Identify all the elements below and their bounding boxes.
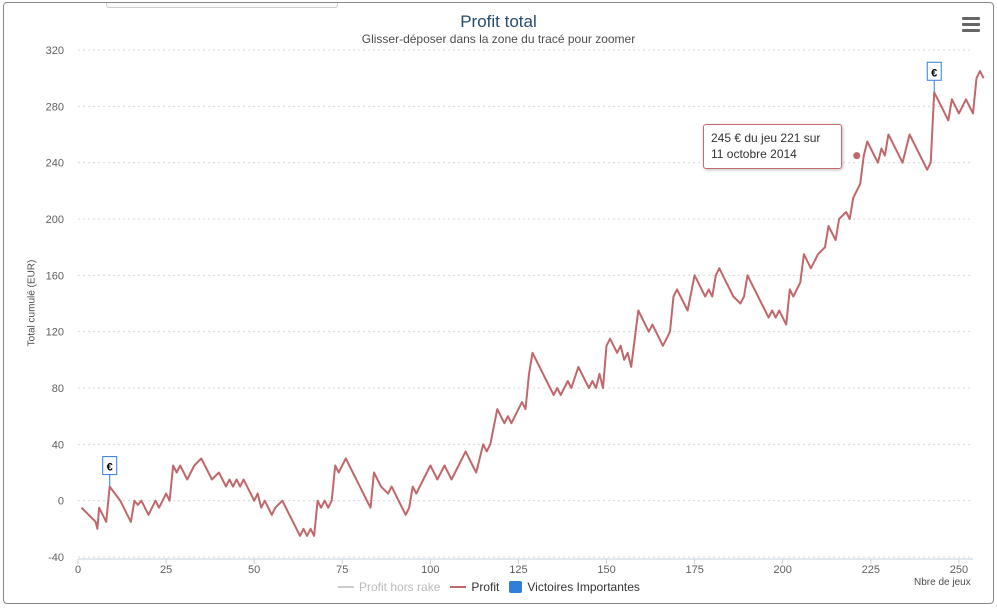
x-tick-label: 225 bbox=[862, 564, 880, 576]
legend: Profit hors rake Profit Victoires Import… bbox=[338, 580, 650, 594]
legend-item-profit-hors-rake[interactable]: Profit hors rake bbox=[338, 580, 440, 594]
x-tick-label: 25 bbox=[160, 564, 172, 576]
x-tick-label: 0 bbox=[75, 564, 81, 576]
tooltip-line-1: 245 € du jeu 221 sur bbox=[711, 131, 821, 145]
x-tick-label: 175 bbox=[685, 564, 703, 576]
y-tick-label: 120 bbox=[46, 327, 64, 339]
y-axis-label: Total cumulé (EUR) bbox=[26, 259, 38, 347]
chart-container bbox=[3, 2, 994, 604]
y-tick-label: 320 bbox=[46, 45, 64, 57]
legend-label: Profit bbox=[471, 580, 500, 594]
axes: -40 0 40 80 120 160 200 240 280 320 0 25 50 75 100 125 1… bbox=[46, 45, 973, 576]
legend-item-profit[interactable]: Profit bbox=[450, 580, 499, 594]
legend-label: Victoires Importantes bbox=[527, 580, 640, 594]
y-tick-label: 40 bbox=[52, 439, 64, 451]
tooltip-line-2: 11 octobre 2014 bbox=[711, 147, 797, 161]
y-tick-label: 240 bbox=[46, 158, 64, 170]
x-axis-label: Nbre de jeux bbox=[914, 577, 971, 588]
top-tab-edge bbox=[106, 3, 338, 8]
x-tick-label: 50 bbox=[248, 564, 260, 576]
legend-item-victoires-importantes[interactable]: Victoires Importantes bbox=[509, 580, 640, 594]
legend-line-swatch bbox=[338, 586, 354, 588]
tooltip: 245 € du jeu 221 sur 11 octobre 2014 bbox=[703, 124, 842, 169]
y-tick-label: 0 bbox=[58, 496, 64, 508]
hover-point-marker bbox=[853, 152, 861, 160]
legend-line-swatch bbox=[450, 586, 467, 588]
hamburger-menu-icon[interactable] bbox=[962, 17, 980, 33]
x-tick-label: 75 bbox=[336, 564, 348, 576]
chart-title: Profit total bbox=[460, 12, 537, 31]
y-tick-label: -40 bbox=[48, 552, 64, 564]
x-tick-label: 125 bbox=[509, 564, 527, 576]
flag-box bbox=[926, 61, 942, 81]
series-layer bbox=[80, 70, 985, 537]
legend-box-swatch bbox=[509, 581, 523, 593]
x-tick-label: 250 bbox=[950, 564, 968, 576]
menu-bar bbox=[962, 23, 980, 26]
y-tick-label: 200 bbox=[46, 214, 64, 226]
menu-bar bbox=[962, 29, 980, 32]
y-tick-label: 80 bbox=[52, 383, 64, 395]
y-tick-label: 280 bbox=[46, 101, 64, 113]
flags-layer: €€ bbox=[102, 61, 942, 487]
x-tick-label: 200 bbox=[774, 564, 792, 576]
flag-label: € bbox=[107, 462, 113, 474]
menu-bar bbox=[962, 17, 980, 20]
flag-box bbox=[102, 456, 118, 476]
flag-label: € bbox=[931, 67, 937, 79]
y-tick-label: 160 bbox=[46, 270, 64, 282]
x-tick-label: 150 bbox=[597, 564, 615, 576]
x-tick-label: 100 bbox=[421, 564, 439, 576]
legend-label: Profit hors rake bbox=[359, 580, 441, 594]
profit-series-line bbox=[80, 70, 985, 537]
chart-subtitle: Glisser-déposer dans la zone du tracé po… bbox=[361, 32, 636, 46]
